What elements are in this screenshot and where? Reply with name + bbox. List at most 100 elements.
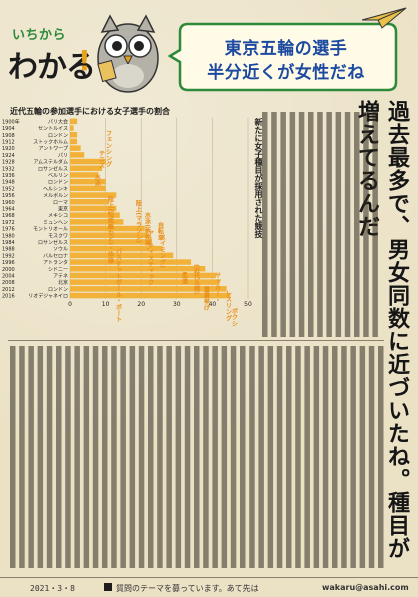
row-city-label: ローマ bbox=[53, 200, 68, 206]
text-column bbox=[335, 112, 342, 337]
text-column bbox=[111, 346, 117, 568]
text-column bbox=[363, 112, 369, 337]
row-year-label: 1904 bbox=[2, 126, 15, 132]
row-city-label: アントワープ bbox=[38, 146, 68, 152]
row-city-label: ストックホルム bbox=[33, 140, 68, 146]
bar bbox=[70, 279, 220, 285]
row-year-label: 2000 bbox=[2, 267, 15, 273]
row-year-label: 2008 bbox=[2, 280, 15, 286]
row-city-label: シドニー bbox=[48, 267, 68, 273]
bar bbox=[70, 118, 78, 125]
text-column bbox=[46, 346, 53, 568]
brand-bang: ! bbox=[78, 44, 91, 77]
bar bbox=[70, 239, 152, 245]
event-annotation: スイミング) bbox=[159, 234, 166, 268]
row-city-label: 北京 bbox=[58, 279, 68, 286]
row-city-label: ロンドン bbox=[48, 180, 68, 186]
text-column bbox=[10, 346, 16, 568]
event-annotation: アーティスティック bbox=[147, 230, 154, 287]
text-column bbox=[295, 346, 301, 568]
x-tick-label: 50 bbox=[244, 301, 252, 308]
text-column bbox=[308, 112, 314, 337]
bubble-line2: 半分近くが女性だね bbox=[207, 63, 365, 83]
event-annotation: 水泳 bbox=[94, 173, 101, 187]
text-column bbox=[230, 346, 237, 568]
row-city-label: ロサンゼルス bbox=[38, 165, 68, 172]
bar bbox=[70, 185, 106, 192]
row-year-label: 1992 bbox=[2, 253, 15, 259]
bar bbox=[70, 219, 124, 225]
text-column bbox=[326, 112, 332, 337]
row-city-label: アテネ bbox=[53, 274, 68, 280]
article-body-text bbox=[10, 112, 384, 568]
bar bbox=[70, 205, 117, 212]
bar bbox=[70, 138, 78, 145]
text-column bbox=[194, 346, 200, 568]
text-column bbox=[175, 346, 182, 568]
row-city-label: パリ bbox=[58, 153, 68, 159]
bar bbox=[70, 165, 103, 171]
bar bbox=[70, 199, 110, 205]
row-year-label: 1936 bbox=[2, 173, 15, 179]
text-column bbox=[92, 346, 99, 568]
row-year-label: 1968 bbox=[2, 213, 15, 219]
row-year-label: 1908 bbox=[2, 133, 15, 139]
x-tick-label: 20 bbox=[137, 301, 145, 308]
row-year-label: 1912 bbox=[2, 140, 15, 146]
text-column bbox=[249, 346, 255, 568]
text-column bbox=[65, 346, 71, 568]
text-column bbox=[240, 346, 246, 568]
headline-bubble bbox=[168, 22, 398, 92]
text-column bbox=[332, 346, 338, 568]
brand-top: いちから bbox=[12, 28, 67, 43]
row-city-label: ソウル bbox=[53, 246, 68, 253]
text-column bbox=[350, 346, 356, 568]
row-city-label: ベルリン bbox=[48, 173, 68, 179]
bar bbox=[70, 132, 78, 138]
text-column bbox=[372, 112, 378, 337]
row-city-label: モントリオール bbox=[33, 227, 68, 233]
event-annotation: 柔道 bbox=[181, 271, 188, 285]
row-city-label: メキシコ bbox=[48, 213, 68, 219]
event-annotation: フェンシング bbox=[105, 130, 112, 168]
sub-headline: 新たに女子種目が採用された競技 bbox=[254, 118, 263, 238]
event-annotation: テニス bbox=[98, 150, 105, 169]
row-year-label: 1972 bbox=[2, 220, 15, 226]
text-column bbox=[138, 346, 145, 568]
text-column bbox=[344, 112, 351, 337]
text-column bbox=[166, 346, 172, 568]
row-year-label: 1900年 bbox=[2, 118, 20, 125]
bar bbox=[70, 245, 163, 252]
row-year-label: 1956 bbox=[2, 193, 15, 199]
text-column bbox=[148, 346, 154, 568]
row-city-label: ロンドン bbox=[48, 133, 68, 139]
text-column bbox=[359, 346, 366, 568]
text-column bbox=[286, 346, 292, 568]
text-column bbox=[378, 346, 384, 568]
footer-date: 2021・3・8 bbox=[30, 584, 75, 593]
bar bbox=[70, 192, 117, 198]
x-tick-label: 40 bbox=[209, 301, 217, 308]
text-column bbox=[280, 112, 286, 337]
row-city-label: メルボルン bbox=[43, 192, 68, 199]
footer-email[interactable]: wakaru@asahi.com bbox=[322, 583, 409, 592]
text-column bbox=[276, 346, 283, 568]
row-year-label: 1924 bbox=[2, 153, 15, 159]
row-city-label: モスクワ bbox=[48, 233, 68, 239]
footer-note: 質問のテーマを募っています。あて先は bbox=[116, 584, 259, 593]
row-city-label: ミュンヘン bbox=[43, 220, 68, 226]
text-column bbox=[74, 346, 80, 568]
footer: 2021・3・8 質問のテーマを募っています。あて先は wakaru@asahi… bbox=[0, 577, 418, 597]
row-year-label: 2012 bbox=[2, 287, 15, 293]
text-column bbox=[298, 112, 305, 337]
brand-main: わかる bbox=[8, 50, 96, 85]
row-year-label: 1920 bbox=[2, 146, 15, 152]
row-year-label: 2004 bbox=[2, 274, 15, 280]
event-annotation: 陸上(短距離など)・体操 bbox=[107, 195, 114, 264]
event-annotation: 陸上(マラソン) bbox=[135, 199, 142, 243]
row-city-label: ロサンゼルス bbox=[38, 239, 68, 246]
row-year-label: 1952 bbox=[2, 186, 15, 192]
text-column bbox=[267, 346, 274, 568]
row-city-label: リオデジャネイロ bbox=[28, 293, 68, 300]
square-bullet-icon bbox=[104, 583, 112, 591]
